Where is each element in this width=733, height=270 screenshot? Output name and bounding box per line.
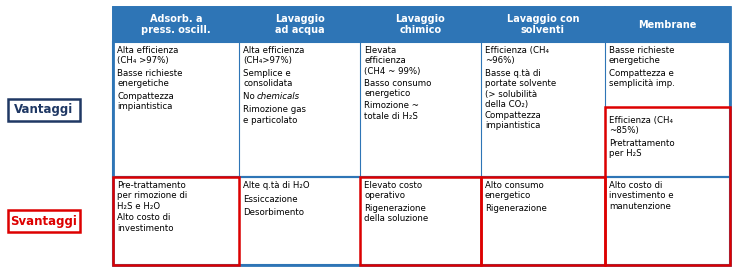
- Text: Rigenerazione
della soluzione: Rigenerazione della soluzione: [364, 204, 428, 223]
- Text: Vantaggi: Vantaggi: [15, 103, 73, 116]
- Bar: [113, 7, 239, 42]
- Bar: [481, 7, 605, 42]
- Text: Lavaggio con
solventi: Lavaggio con solventi: [507, 14, 579, 35]
- Bar: [113, 42, 239, 177]
- Bar: [481, 42, 605, 177]
- Bar: [113, 177, 239, 265]
- Bar: [605, 7, 730, 42]
- Bar: [360, 42, 481, 177]
- Text: Alto consumo
energetico: Alto consumo energetico: [485, 181, 544, 200]
- Text: Lavaggio
ad acqua: Lavaggio ad acqua: [275, 14, 325, 35]
- Bar: [239, 42, 360, 177]
- Bar: [239, 7, 360, 42]
- Text: Lavaggio
chimico: Lavaggio chimico: [396, 14, 446, 35]
- Text: chemicals: chemicals: [256, 92, 299, 101]
- Bar: [8, 210, 80, 232]
- Text: Rimozione gas
e particolato: Rimozione gas e particolato: [243, 106, 306, 125]
- Text: Compattezza e
semplicità imp.: Compattezza e semplicità imp.: [609, 69, 675, 88]
- Text: Compattezza
impiantistica: Compattezza impiantistica: [485, 111, 542, 130]
- Text: Compattezza
impiantistica: Compattezza impiantistica: [117, 92, 174, 112]
- Bar: [360, 7, 481, 42]
- Bar: [481, 177, 605, 265]
- Bar: [8, 99, 80, 120]
- Bar: [113, 177, 239, 265]
- Text: Rigenerazione: Rigenerazione: [485, 204, 547, 213]
- Text: Basse richieste
energetiche: Basse richieste energetiche: [117, 69, 183, 88]
- Text: Adsorb. a
press. oscill.: Adsorb. a press. oscill.: [141, 14, 211, 35]
- Bar: [360, 177, 481, 265]
- Text: Desorbimento: Desorbimento: [243, 208, 304, 217]
- Text: Efficienza (CH₄
~85%): Efficienza (CH₄ ~85%): [609, 116, 673, 135]
- Text: Basse richieste
energetiche: Basse richieste energetiche: [609, 46, 674, 65]
- Text: No: No: [243, 92, 257, 101]
- Text: Elevato costo
operativo: Elevato costo operativo: [364, 181, 422, 200]
- Text: Alte q.tà di H₂O: Alte q.tà di H₂O: [243, 181, 310, 190]
- Text: Pre-trattamento
per rimozione di
H₂S e H₂O: Pre-trattamento per rimozione di H₂S e H…: [117, 181, 187, 211]
- Bar: [481, 177, 605, 265]
- Bar: [360, 177, 481, 265]
- Text: Svantaggi: Svantaggi: [10, 214, 78, 228]
- Text: Basso consumo
energetico: Basso consumo energetico: [364, 79, 432, 98]
- Bar: [239, 177, 360, 265]
- Text: Membrane: Membrane: [638, 19, 696, 29]
- Text: Elevata
efficienza
(CH4 ~ 99%): Elevata efficienza (CH4 ~ 99%): [364, 46, 421, 76]
- Text: Basse q.tà di
portate solvente
(> solubilità
della CO₂): Basse q.tà di portate solvente (> solubi…: [485, 69, 556, 109]
- Bar: [605, 42, 730, 177]
- Text: Pretrattamento
per H₂S: Pretrattamento per H₂S: [609, 139, 674, 158]
- Bar: [113, 42, 730, 177]
- Text: Efficienza (CH₄
~96%): Efficienza (CH₄ ~96%): [485, 46, 549, 65]
- Bar: [113, 177, 730, 265]
- Bar: [113, 7, 730, 265]
- Bar: [605, 177, 730, 265]
- Text: Alta efficienza
(CH₄>97%): Alta efficienza (CH₄>97%): [243, 46, 304, 65]
- Text: Essiccazione: Essiccazione: [243, 194, 298, 204]
- Text: Alto costo di
investimento e
manutenzione: Alto costo di investimento e manutenzion…: [609, 181, 674, 211]
- Text: Alto costo di
investimento: Alto costo di investimento: [117, 214, 174, 233]
- Bar: [605, 107, 730, 265]
- Text: Alta efficienza
(CH₄ >97%): Alta efficienza (CH₄ >97%): [117, 46, 178, 65]
- Text: Rimozione ~
totale di H₂S: Rimozione ~ totale di H₂S: [364, 102, 419, 121]
- Text: Semplice e
consolidata: Semplice e consolidata: [243, 69, 292, 88]
